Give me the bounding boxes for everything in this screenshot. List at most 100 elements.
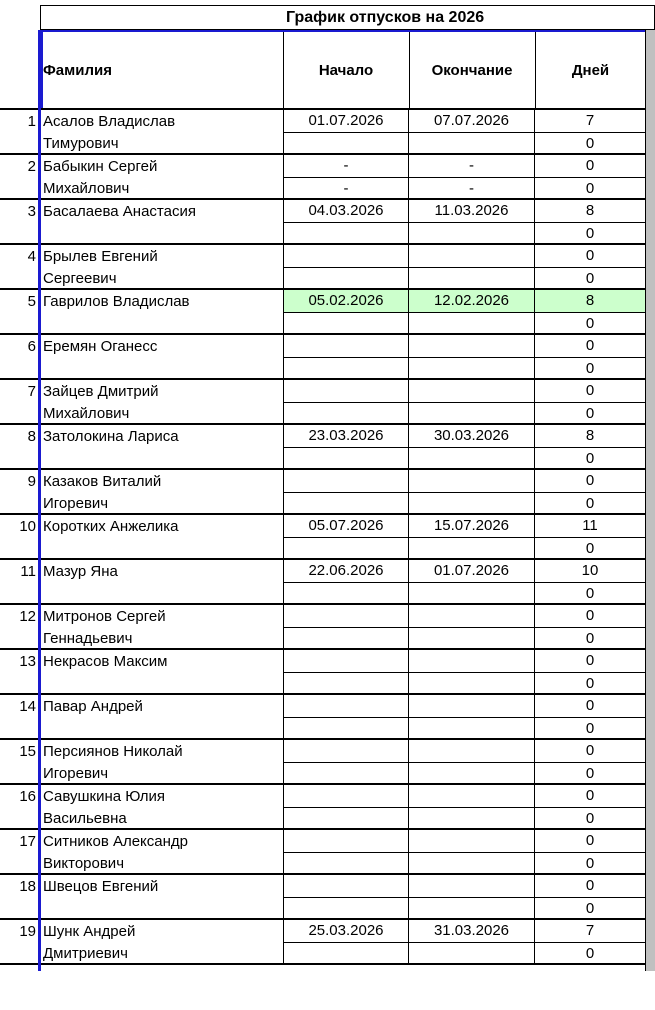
cell-d-1[interactable]: 7 bbox=[534, 110, 645, 132]
cell-e-2[interactable] bbox=[408, 537, 534, 559]
cell-s-1[interactable] bbox=[283, 785, 408, 807]
cell-e-2[interactable] bbox=[408, 897, 534, 919]
cell-e-1[interactable] bbox=[408, 470, 534, 492]
header-days[interactable]: Дней bbox=[535, 32, 647, 109]
cell-d-1[interactable]: 0 bbox=[534, 380, 645, 402]
cell-s-2[interactable] bbox=[283, 357, 408, 379]
employee-name[interactable]: Коротких Анжелика bbox=[43, 516, 283, 538]
cell-s-2[interactable] bbox=[283, 132, 408, 154]
cell-e-1[interactable] bbox=[408, 785, 534, 807]
cell-s-2[interactable] bbox=[283, 537, 408, 559]
cell-d-1[interactable]: 10 bbox=[534, 560, 645, 582]
cell-d-1[interactable]: 0 bbox=[534, 830, 645, 852]
cell-d-2[interactable]: 0 bbox=[534, 627, 645, 649]
cell-s-2[interactable] bbox=[283, 852, 408, 874]
cell-s-1[interactable]: 25.03.2026 bbox=[283, 920, 408, 942]
cell-s-2[interactable] bbox=[283, 627, 408, 649]
cell-s-1[interactable]: 05.02.2026 bbox=[283, 290, 408, 312]
cell-s-1[interactable] bbox=[283, 380, 408, 402]
cell-s-2[interactable]: - bbox=[283, 177, 408, 199]
cell-s-1[interactable]: 22.06.2026 bbox=[283, 560, 408, 582]
cell-d-1[interactable]: 0 bbox=[534, 740, 645, 762]
header-name[interactable]: Фамилия bbox=[43, 32, 284, 109]
employee-name[interactable]: Казаков Виталий Игоревич bbox=[43, 471, 283, 515]
cell-d-2[interactable]: 0 bbox=[534, 807, 645, 829]
cell-e-2[interactable]: - bbox=[408, 177, 534, 199]
cell-s-2[interactable] bbox=[283, 312, 408, 334]
employee-name[interactable]: Ситников Александр Викторович bbox=[43, 831, 283, 875]
employee-name[interactable]: Бабыкин Сергей Михайлович bbox=[43, 156, 283, 200]
cell-s-2[interactable] bbox=[283, 807, 408, 829]
cell-d-1[interactable]: 0 bbox=[534, 650, 645, 672]
cell-s-2[interactable] bbox=[283, 897, 408, 919]
cell-d-2[interactable]: 0 bbox=[534, 222, 645, 244]
cell-d-2[interactable]: 0 bbox=[534, 582, 645, 604]
cell-d-1[interactable]: 8 bbox=[534, 290, 645, 312]
employee-name[interactable]: Гаврилов Владислав bbox=[43, 291, 283, 313]
cell-d-2[interactable]: 0 bbox=[534, 492, 645, 514]
employee-name[interactable]: Затолокина Лариса bbox=[43, 426, 283, 448]
cell-e-2[interactable] bbox=[408, 942, 534, 964]
cell-s-1[interactable]: 04.03.2026 bbox=[283, 200, 408, 222]
employee-name[interactable]: Савушкина Юлия Васильевна bbox=[43, 786, 283, 830]
cell-s-2[interactable] bbox=[283, 717, 408, 739]
cell-d-1[interactable]: 11 bbox=[534, 515, 645, 537]
cell-d-2[interactable]: 0 bbox=[534, 717, 645, 739]
header-start[interactable]: Начало bbox=[283, 32, 410, 109]
cell-s-1[interactable] bbox=[283, 470, 408, 492]
employee-name[interactable]: Шунк Андрей Дмитриевич bbox=[43, 921, 283, 965]
cell-e-1[interactable]: - bbox=[408, 155, 534, 177]
cell-s-2[interactable] bbox=[283, 447, 408, 469]
cell-e-1[interactable]: 01.07.2026 bbox=[408, 560, 534, 582]
cell-e-2[interactable] bbox=[408, 312, 534, 334]
cell-d-2[interactable]: 0 bbox=[534, 402, 645, 424]
cell-e-1[interactable]: 15.07.2026 bbox=[408, 515, 534, 537]
cell-e-2[interactable] bbox=[408, 357, 534, 379]
cell-e-1[interactable]: 12.02.2026 bbox=[408, 290, 534, 312]
cell-d-2[interactable]: 0 bbox=[534, 852, 645, 874]
cell-s-2[interactable] bbox=[283, 492, 408, 514]
cell-d-2[interactable]: 0 bbox=[534, 537, 645, 559]
cell-d-1[interactable]: 0 bbox=[534, 875, 645, 897]
cell-d-2[interactable]: 0 bbox=[534, 312, 645, 334]
cell-e-2[interactable] bbox=[408, 132, 534, 154]
cell-e-2[interactable] bbox=[408, 672, 534, 694]
cell-e-1[interactable] bbox=[408, 380, 534, 402]
cell-e-2[interactable] bbox=[408, 492, 534, 514]
cell-s-1[interactable]: - bbox=[283, 155, 408, 177]
cell-s-1[interactable] bbox=[283, 650, 408, 672]
cell-d-2[interactable]: 0 bbox=[534, 447, 645, 469]
cell-e-2[interactable] bbox=[408, 762, 534, 784]
cell-e-1[interactable] bbox=[408, 875, 534, 897]
cell-d-1[interactable]: 0 bbox=[534, 245, 645, 267]
employee-name[interactable]: Мазур Яна bbox=[43, 561, 283, 583]
cell-e-2[interactable] bbox=[408, 447, 534, 469]
cell-s-1[interactable] bbox=[283, 830, 408, 852]
employee-name[interactable]: Некрасов Максим bbox=[43, 651, 283, 673]
sheet-title-cell[interactable]: График отпусков на 2026 bbox=[40, 5, 655, 31]
cell-s-1[interactable] bbox=[283, 695, 408, 717]
cell-s-1[interactable]: 23.03.2026 bbox=[283, 425, 408, 447]
cell-d-2[interactable]: 0 bbox=[534, 762, 645, 784]
employee-name[interactable]: Зайцев Дмитрий Михайлович bbox=[43, 381, 283, 425]
cell-e-1[interactable]: 11.03.2026 bbox=[408, 200, 534, 222]
cell-e-2[interactable] bbox=[408, 852, 534, 874]
cell-e-1[interactable] bbox=[408, 650, 534, 672]
employee-name[interactable]: Басалаева Анастасия bbox=[43, 201, 283, 223]
cell-s-2[interactable] bbox=[283, 582, 408, 604]
cell-d-1[interactable]: 8 bbox=[534, 200, 645, 222]
employee-name[interactable]: Швецов Евгений bbox=[43, 876, 283, 898]
cell-d-2[interactable]: 0 bbox=[534, 942, 645, 964]
cell-d-1[interactable]: 0 bbox=[534, 605, 645, 627]
cell-s-1[interactable]: 01.07.2026 bbox=[283, 110, 408, 132]
cell-s-2[interactable] bbox=[283, 222, 408, 244]
cell-d-2[interactable]: 0 bbox=[534, 897, 645, 919]
cell-d-2[interactable]: 0 bbox=[534, 357, 645, 379]
cell-s-1[interactable] bbox=[283, 605, 408, 627]
cell-d-1[interactable]: 0 bbox=[534, 470, 645, 492]
cell-e-1[interactable]: 30.03.2026 bbox=[408, 425, 534, 447]
employee-name[interactable]: Митронов Сергей Геннадьевич bbox=[43, 606, 283, 650]
cell-d-2[interactable]: 0 bbox=[534, 132, 645, 154]
employee-name[interactable]: Еремян Оганесс bbox=[43, 336, 283, 358]
cell-d-2[interactable]: 0 bbox=[534, 267, 645, 289]
